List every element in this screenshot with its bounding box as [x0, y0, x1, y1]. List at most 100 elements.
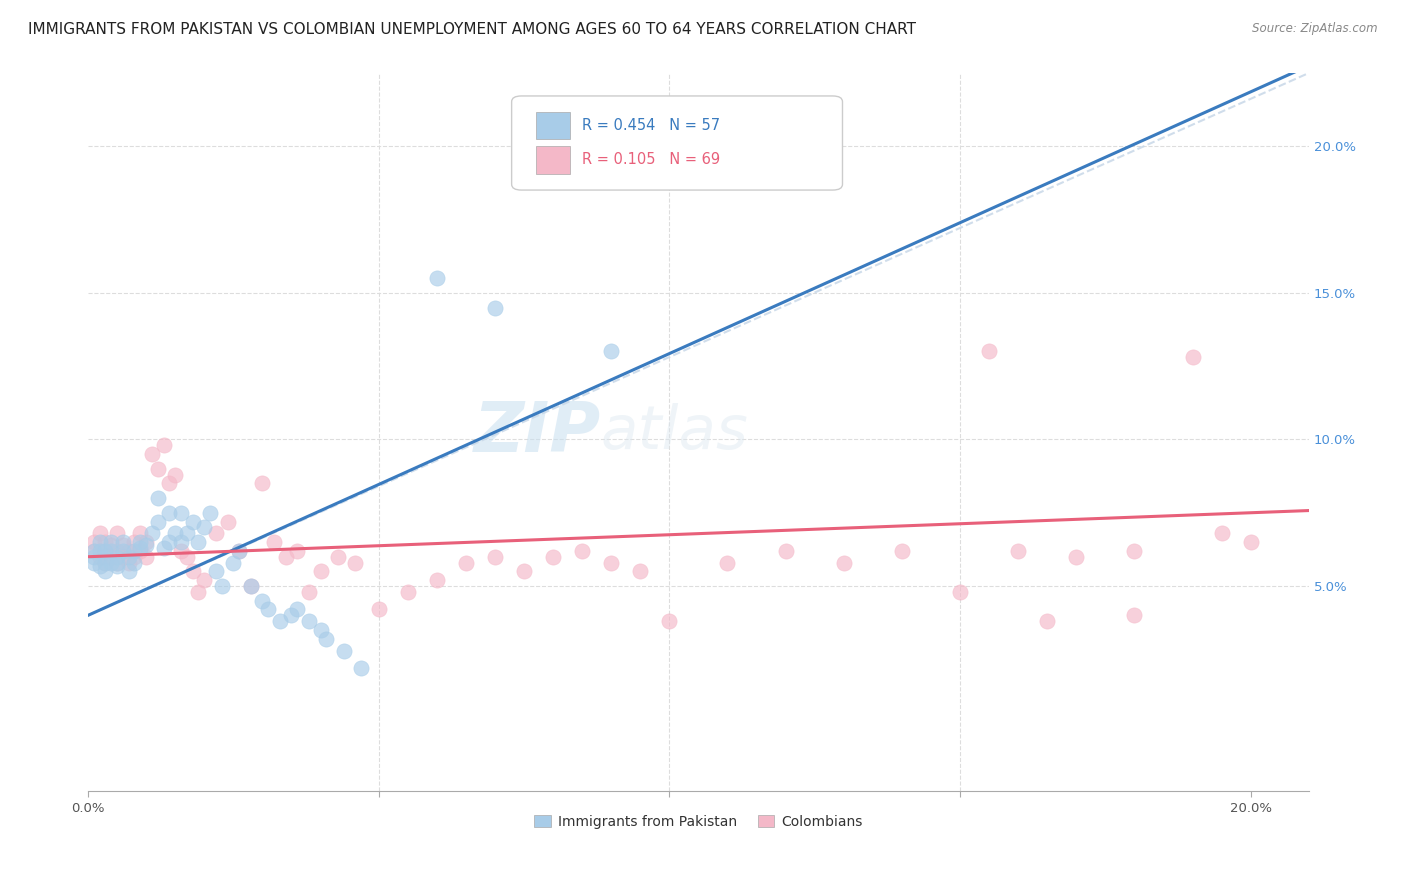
Point — [198, 506, 221, 520]
Point — [94, 556, 117, 570]
Point — [285, 602, 308, 616]
Point — [309, 565, 332, 579]
Point — [129, 544, 152, 558]
Point — [118, 549, 141, 564]
Point — [111, 535, 134, 549]
Point — [157, 476, 180, 491]
Point — [228, 544, 250, 558]
Point — [1123, 608, 1146, 623]
Point — [105, 544, 128, 558]
Point — [83, 535, 105, 549]
Point — [280, 608, 302, 623]
Point — [454, 556, 477, 570]
Point — [426, 573, 449, 587]
Point — [118, 565, 141, 579]
Point — [170, 535, 193, 549]
Point — [176, 526, 198, 541]
Point — [141, 447, 163, 461]
Point — [326, 549, 349, 564]
Point — [1123, 544, 1146, 558]
Point — [949, 585, 972, 599]
Point — [124, 544, 146, 558]
Point — [94, 544, 117, 558]
Point — [274, 549, 297, 564]
Point — [1181, 351, 1204, 365]
Point — [222, 556, 245, 570]
Bar — [536, 112, 571, 139]
Point — [170, 544, 193, 558]
Point — [118, 544, 141, 558]
Point — [484, 549, 506, 564]
Point — [426, 271, 449, 285]
Point — [94, 535, 117, 549]
Point — [129, 541, 152, 555]
Point — [94, 549, 117, 564]
Point — [124, 535, 146, 549]
Point — [111, 549, 134, 564]
Point — [600, 556, 623, 570]
Point — [146, 515, 169, 529]
Point — [263, 535, 285, 549]
Point — [1240, 535, 1263, 549]
Point — [100, 544, 122, 558]
Point — [658, 614, 681, 628]
Point — [1066, 549, 1088, 564]
Point — [344, 556, 367, 570]
Point — [600, 344, 623, 359]
Point — [94, 565, 117, 579]
Point — [100, 549, 122, 564]
Point — [100, 556, 122, 570]
Point — [152, 541, 174, 555]
Point — [89, 544, 111, 558]
Point — [83, 544, 105, 558]
Point — [105, 556, 128, 570]
Point — [1007, 544, 1029, 558]
Point — [165, 467, 187, 482]
Point — [170, 506, 193, 520]
Point — [890, 544, 912, 558]
Point — [541, 549, 564, 564]
Point — [775, 544, 797, 558]
Text: R = 0.105   N = 69: R = 0.105 N = 69 — [582, 153, 720, 168]
Point — [124, 556, 146, 570]
Point — [152, 438, 174, 452]
Point — [105, 558, 128, 573]
Point — [83, 544, 105, 558]
Point — [628, 565, 651, 579]
Point — [100, 535, 122, 549]
Point — [105, 549, 128, 564]
Point — [716, 556, 738, 570]
Point — [1211, 526, 1233, 541]
Point — [211, 579, 233, 593]
Point — [484, 301, 506, 315]
Point — [298, 614, 321, 628]
Point — [193, 573, 215, 587]
Point — [135, 535, 157, 549]
Point — [105, 556, 128, 570]
Point — [146, 462, 169, 476]
Point — [100, 538, 122, 552]
Point — [94, 544, 117, 558]
Point — [89, 549, 111, 564]
Point — [157, 506, 180, 520]
Point — [315, 632, 337, 646]
Point — [269, 614, 291, 628]
Point — [205, 565, 228, 579]
Point — [513, 565, 536, 579]
Point — [129, 526, 152, 541]
Point — [181, 565, 204, 579]
Point — [252, 476, 274, 491]
Text: R = 0.454   N = 57: R = 0.454 N = 57 — [582, 118, 720, 133]
Text: Source: ZipAtlas.com: Source: ZipAtlas.com — [1253, 22, 1378, 36]
Point — [89, 526, 111, 541]
Point — [571, 544, 593, 558]
Point — [83, 549, 105, 564]
Point — [367, 602, 389, 616]
Point — [977, 344, 1000, 359]
Point — [135, 538, 157, 552]
Point — [157, 535, 180, 549]
Point — [89, 535, 111, 549]
Text: IMMIGRANTS FROM PAKISTAN VS COLOMBIAN UNEMPLOYMENT AMONG AGES 60 TO 64 YEARS COR: IMMIGRANTS FROM PAKISTAN VS COLOMBIAN UN… — [28, 22, 917, 37]
Point — [832, 556, 855, 570]
Point — [89, 558, 111, 573]
